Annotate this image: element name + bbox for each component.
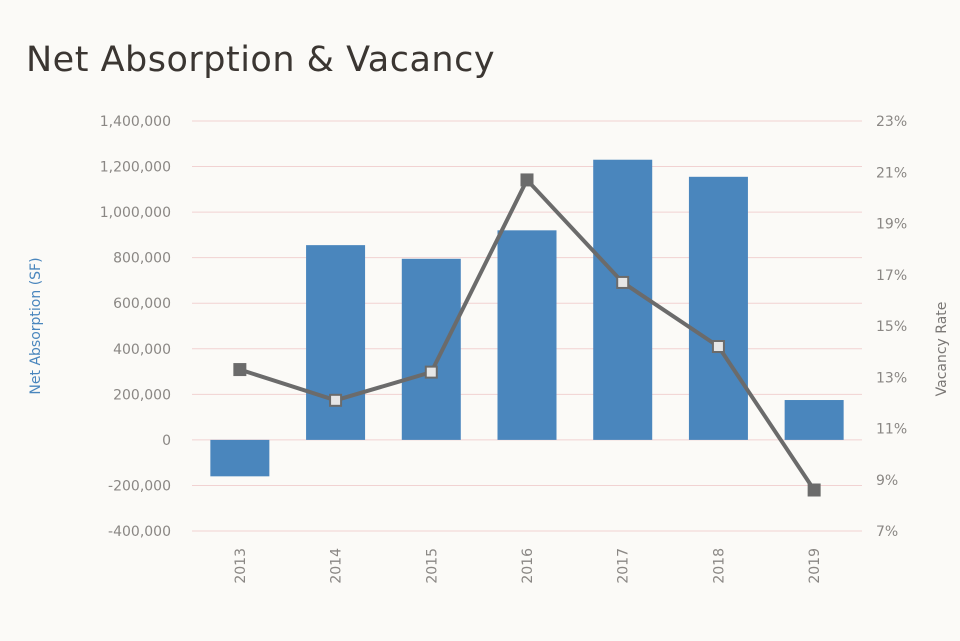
- left-axis-ticks: 1,400,000 1,200,000 1,000,000 800,000 600,00…: [100, 114, 171, 540]
- vacancy-point-2019: [807, 483, 821, 497]
- x-tick-label: 2016: [520, 548, 536, 584]
- y-tick-label: 600,000: [113, 296, 171, 312]
- y-tick-label: -400,000: [108, 524, 171, 540]
- x-tick-label: 2015: [424, 548, 440, 584]
- vacancy-point-2014: [329, 393, 343, 407]
- y2-axis-title: Vacancy Rate: [934, 302, 950, 397]
- y-tick-label: 400,000: [113, 342, 171, 358]
- x-tick-label: 2019: [807, 548, 823, 584]
- bar-2013: [210, 439, 270, 477]
- vacancy-point-2013: [233, 363, 247, 377]
- chart-title: Net Absorption & Vacancy: [26, 40, 496, 80]
- y-tick-label: 800,000: [113, 251, 171, 267]
- y2-tick-label: 17%: [876, 268, 907, 284]
- y2-tick-label: 15%: [876, 319, 907, 335]
- vacancy-point-2017: [616, 275, 630, 289]
- y-tick-label: 0: [162, 433, 171, 449]
- y2-tick-label: 21%: [876, 165, 907, 181]
- bar-2017: [593, 159, 653, 440]
- x-tick-label: 2017: [616, 548, 632, 584]
- y2-tick-label: 19%: [876, 217, 907, 233]
- y-axis-title: Net Absorption (SF): [28, 257, 44, 394]
- y-tick-label: -200,000: [108, 478, 171, 494]
- bar-series: [210, 159, 844, 477]
- bar-2014: [306, 245, 366, 440]
- x-axis-ticks: 2013 2014 2015 2016 2017 2018 2019: [233, 548, 823, 584]
- y2-tick-label: 9%: [876, 473, 898, 489]
- y2-tick-label: 11%: [876, 422, 907, 438]
- x-tick-label: 2018: [711, 548, 727, 584]
- y-tick-label: 1,200,000: [100, 160, 171, 176]
- y-tick-label: 200,000: [113, 387, 171, 403]
- bar-2015: [401, 258, 461, 440]
- bar-2018: [688, 176, 748, 440]
- vacancy-point-2015: [424, 365, 438, 379]
- y2-tick-label: 7%: [876, 524, 898, 540]
- vacancy-point-2018: [711, 340, 725, 353]
- y2-tick-label: 23%: [876, 114, 907, 130]
- x-tick-label: 2014: [329, 548, 345, 584]
- bar-2019: [784, 400, 844, 440]
- bar-2016: [497, 230, 557, 440]
- x-tick-label: 2013: [233, 548, 249, 584]
- right-axis-ticks: 23% 21% 19% 17% 15% 13% 11% 9% 7%: [876, 114, 907, 540]
- vacancy-point-2016: [520, 173, 534, 187]
- line-series: [233, 173, 821, 497]
- y-tick-label: 1,000,000: [100, 205, 171, 221]
- y-tick-label: 1,400,000: [100, 114, 171, 130]
- y2-tick-label: 13%: [876, 370, 907, 386]
